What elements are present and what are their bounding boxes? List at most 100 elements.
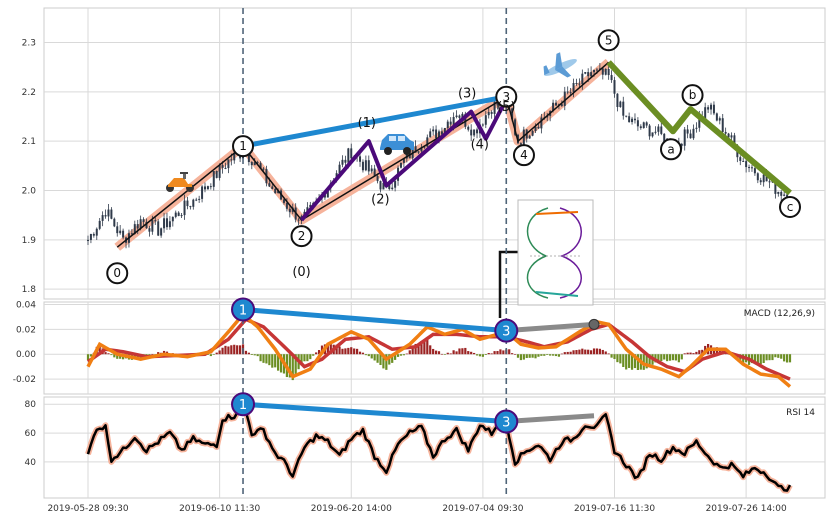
- candle-body: [528, 135, 531, 139]
- macd-histogram-bar: [534, 354, 537, 359]
- macd-histogram-bar: [157, 352, 160, 355]
- y-axis-ticks: 1.8 1.9 2.0 2.1 2.2 2.3 -0.02 0.00 0.02 0.04 40 60 8…: [13, 39, 37, 468]
- macd-histogram-bar: [604, 351, 607, 355]
- macd-histogram-bar: [683, 353, 686, 355]
- wave-label: a: [667, 142, 674, 156]
- subwave-label: (1): [358, 116, 376, 131]
- candle-body: [171, 216, 174, 222]
- macd-histogram-bar: [277, 354, 280, 371]
- x-tick-label: 2019-06-20 14:00: [311, 504, 392, 514]
- macd-histogram-bar: [89, 354, 93, 357]
- macd-histogram-bar: [250, 354, 253, 355]
- candle-body: [710, 104, 713, 110]
- macd-histogram-bar: [493, 351, 496, 355]
- macd-histogram-bar: [470, 351, 473, 355]
- macd-histogram-bar: [432, 348, 435, 355]
- candle-body: [560, 104, 563, 106]
- candle-body: [695, 127, 698, 129]
- wave-label: 3: [502, 90, 510, 104]
- macd-projection-end: [588, 318, 600, 330]
- macd-histogram-bar: [601, 349, 604, 355]
- candle-body: [628, 116, 631, 123]
- candle-body: [206, 186, 209, 190]
- candle-body: [139, 219, 142, 229]
- macd-histogram-bar: [300, 354, 303, 366]
- macd-line: [86, 311, 792, 388]
- macd-histogram-bar: [361, 352, 365, 355]
- candle-body: [575, 83, 578, 85]
- macd-histogram-bar: [309, 354, 312, 360]
- candle-body: [154, 220, 157, 222]
- rsi-path: [86, 399, 792, 492]
- macd-histogram-bar: [353, 348, 356, 355]
- macd-histogram-bar: [233, 344, 236, 355]
- candle-body: [122, 230, 125, 238]
- candle-body: [689, 133, 692, 139]
- candle-body: [765, 174, 768, 182]
- candle-body: [201, 186, 204, 199]
- candle-body: [218, 165, 221, 178]
- candle-body: [750, 167, 753, 169]
- macd-histogram-bar: [531, 354, 534, 358]
- macd-histogram-bar: [554, 354, 558, 357]
- candle-body: [590, 72, 593, 77]
- price-panel: [43, 7, 826, 300]
- candle-body: [449, 121, 452, 125]
- y-tick-label: 2.0: [22, 186, 37, 196]
- candle-body: [256, 162, 259, 164]
- candle-body: [168, 221, 171, 228]
- candle-body: [110, 209, 113, 219]
- macd-histogram-bar: [104, 352, 107, 355]
- candle-body: [429, 131, 432, 138]
- candle-body: [458, 115, 461, 118]
- macd-histogram-bar: [364, 354, 367, 356]
- candle-body: [654, 131, 657, 133]
- candle-body: [341, 159, 344, 165]
- macd-histogram-bar: [549, 354, 552, 356]
- macd-histogram-bar: [136, 354, 139, 360]
- candle-body: [399, 162, 402, 168]
- macd-histogram-bar: [98, 343, 101, 355]
- macd-histogram-bar: [350, 347, 353, 355]
- macd-histogram-bar: [239, 345, 242, 355]
- macd-histogram-bar: [551, 354, 555, 356]
- x-axis-ticks: 2019-05-28 09:30 2019-06-10 11:30 2019-06-…: [47, 504, 787, 514]
- candle-body: [680, 143, 683, 146]
- macd-histogram-bar: [613, 354, 616, 360]
- candle-body: [195, 199, 198, 201]
- macd-histogram-bar: [484, 354, 487, 355]
- subwave-label: (0): [292, 265, 310, 280]
- candle-body: [297, 219, 300, 221]
- macd-histogram-bar: [759, 354, 762, 365]
- macd-histogram-bar: [224, 345, 227, 355]
- candle-body: [657, 126, 660, 132]
- candle-body: [566, 91, 569, 93]
- candle-body: [712, 104, 715, 114]
- macd-histogram-bar: [668, 354, 672, 361]
- candle-body: [405, 152, 408, 159]
- candle-body: [604, 68, 607, 75]
- macd-histogram-bar: [625, 354, 628, 370]
- macd-histogram-bar: [519, 354, 522, 361]
- candle-body: [165, 218, 168, 228]
- macd-divergence-path: [242, 306, 507, 334]
- wave-label-circle: [290, 225, 313, 248]
- y-tick-label: 0.00: [16, 350, 36, 360]
- macd-histogram-bar: [148, 354, 151, 356]
- candle-body: [136, 224, 139, 229]
- macd-histogram-bar: [367, 354, 370, 357]
- candle-body: [417, 151, 420, 153]
- candle-body: [227, 159, 230, 169]
- macd-histogram-bar: [633, 354, 637, 369]
- candle-body: [443, 127, 446, 135]
- candle-body: [420, 147, 423, 152]
- macd-histogram-bar: [443, 354, 446, 355]
- macd-histogram-bar: [358, 351, 362, 355]
- price-divergence-path: [242, 94, 507, 149]
- candle-body: [473, 129, 476, 136]
- macd-histogram-bar: [499, 349, 502, 355]
- candle-body: [587, 72, 590, 77]
- candle-body: [391, 187, 394, 190]
- macd-histogram-bar: [396, 354, 400, 357]
- candle-body: [470, 129, 473, 136]
